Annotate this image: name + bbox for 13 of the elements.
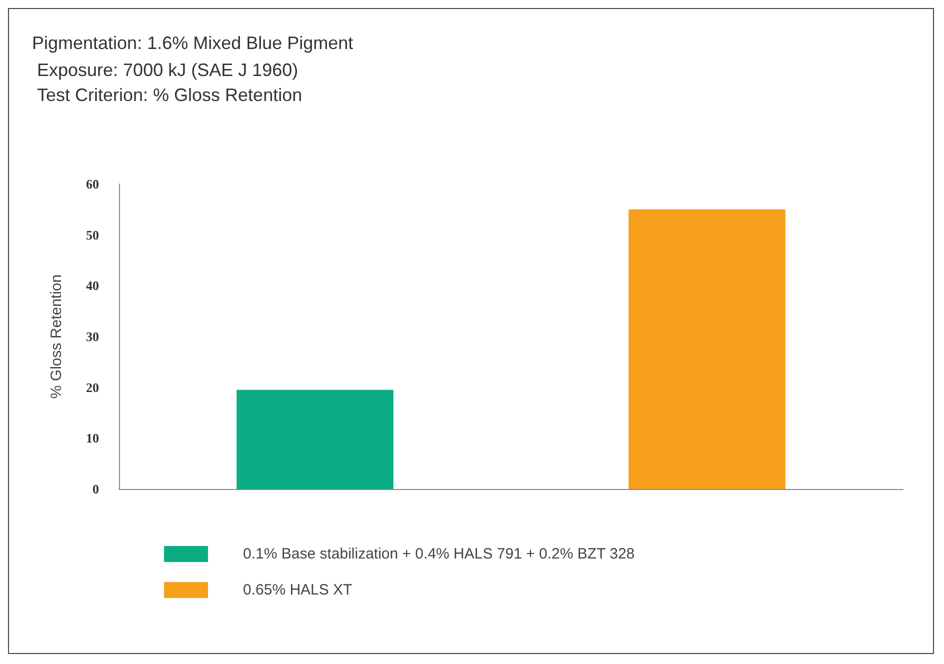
y-tick-label: 60: [86, 176, 99, 192]
text: Test Criterion: % Gloss Retention: [37, 85, 302, 105]
y-tick-label: 30: [86, 329, 99, 344]
y-tick-label: 10: [86, 430, 99, 446]
legend-label: 0.1% Base stabilization + 0.4% HALS 791 + 0.2% BZT 328: [243, 546, 635, 562]
y-tick-label: 0: [92, 482, 99, 496]
y-tick-label: 50: [86, 227, 99, 242]
chart-title: Pigmentation: 1.6% Mixed Blue Pigment: [32, 33, 354, 53]
y-axis-title: % Gloss Retention: [48, 274, 65, 399]
text: Exposure: 7000 kJ (SAE J 1960): [37, 60, 298, 80]
y-tick-label: 40: [86, 278, 99, 294]
y-tick-label: 20: [86, 380, 99, 395]
legend-label: 0.65% HALS XT: [243, 582, 352, 598]
